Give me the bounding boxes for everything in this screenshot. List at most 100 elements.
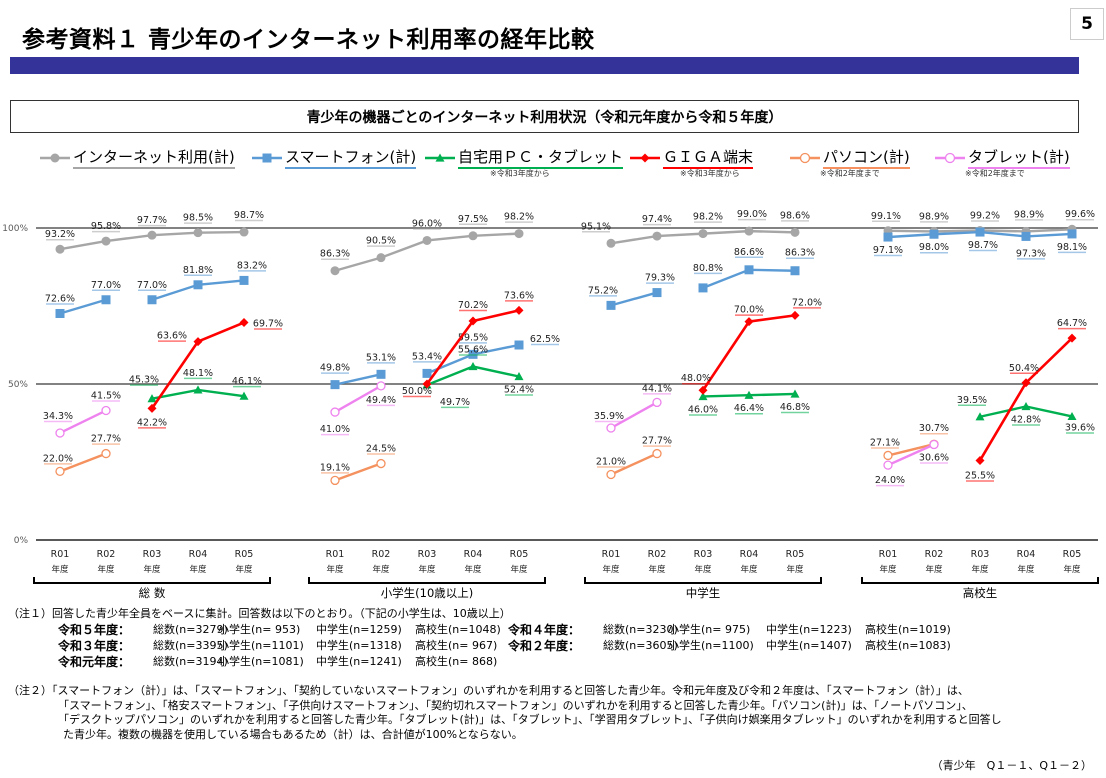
data-label: 86.6% <box>734 247 764 258</box>
open-circle-marker <box>652 397 662 408</box>
data-label: 93.2% <box>45 229 75 240</box>
circle-marker <box>55 244 65 254</box>
open-circle-marker <box>944 152 956 163</box>
data-label: 72.0% <box>792 297 822 308</box>
x-tick-label: R02 <box>97 549 116 560</box>
open-circle-marker <box>883 450 893 461</box>
x-tick-label: R04 <box>740 549 759 560</box>
data-label: 90.5% <box>366 236 396 247</box>
data-label: 98.9% <box>1014 209 1044 220</box>
series-line <box>59 452 107 473</box>
elementary-n: 小学生(n=1101) <box>218 639 304 652</box>
open-circle-marker <box>929 439 939 450</box>
x-tick-sublabel: 年度 <box>464 564 482 575</box>
legend-note: ※令和3年度から <box>490 169 550 178</box>
triangle-marker <box>698 391 708 401</box>
circle-marker <box>790 227 800 237</box>
data-label: 27.7% <box>642 436 672 447</box>
data-label: 98.2% <box>693 212 723 223</box>
data-label: 46.0% <box>688 404 718 415</box>
legend-label: インターネット利用(計) <box>73 146 235 169</box>
open-circle-marker <box>606 423 616 433</box>
y-tick-label: 0% <box>14 536 29 546</box>
x-tick-label: R01 <box>879 549 898 560</box>
legend-label: タブレット(計) <box>968 146 1070 169</box>
total-n: 総数(n=3395) <box>153 639 228 652</box>
data-label: 25.5% <box>965 470 995 481</box>
data-label: 39.6% <box>1065 422 1095 433</box>
elementary-n: 小学生(n=1100) <box>668 639 754 652</box>
data-label: 99.6% <box>1065 209 1095 220</box>
data-label: 64.7% <box>1057 318 1087 329</box>
high-n: 高校生(n= 967) <box>415 639 498 652</box>
middle-n: 中学生(n=1259) <box>316 623 402 636</box>
note-1: （注１）回答した青少年全員をベースに集計。回答数は以下のとおり。（下記の小学生は… <box>8 606 951 672</box>
triangle-marker <box>468 362 478 371</box>
legend-item: ＧＩＧＡ端末 <box>630 146 754 169</box>
diamond-marker <box>514 305 524 315</box>
data-label: 49.4% <box>366 395 396 406</box>
total-n: 総数(n=3605) <box>603 639 678 652</box>
data-label: 55.6% <box>458 345 488 356</box>
group-bracket <box>33 577 271 584</box>
x-tick-label: R02 <box>648 549 667 560</box>
data-label: 97.5% <box>458 214 488 225</box>
data-label: 27.7% <box>91 434 121 445</box>
data-label: 98.1% <box>1057 242 1087 253</box>
data-label: 98.6% <box>780 210 810 221</box>
title-divider-bar <box>10 57 1079 74</box>
diamond-marker <box>698 385 708 395</box>
middle-n: 中学生(n=1318) <box>316 639 402 652</box>
note-1-intro: （注１）回答した青少年全員をベースに集計。回答数は以下のとおり。（下記の小学生は… <box>8 607 511 620</box>
series-line <box>610 401 658 430</box>
data-label: 49.8% <box>320 363 350 374</box>
data-label: 24.0% <box>875 475 905 486</box>
x-tick-label: R05 <box>786 549 805 560</box>
triangle-marker <box>147 394 157 403</box>
data-label: 98.7% <box>968 240 998 251</box>
diamond-marker <box>1067 333 1077 343</box>
x-tick-label: R01 <box>51 549 70 560</box>
data-label: 46.8% <box>780 402 810 413</box>
square-marker <box>883 232 893 242</box>
legend-note: ※令和2年度まで <box>820 169 880 178</box>
data-label: 22.0% <box>43 453 73 464</box>
data-label: 99.0% <box>737 209 767 220</box>
circle-marker <box>606 238 616 248</box>
square-marker <box>929 229 939 239</box>
data-label: 96.0% <box>412 218 442 229</box>
circle-marker <box>330 266 340 276</box>
data-label: 30.7% <box>919 423 949 434</box>
legend-label: 自宅用ＰＣ・タブレット <box>458 146 624 169</box>
note-2-line: 「スマートフォン」、「格安スマートフォン」、「子供向けスマートフォン」、「契約切… <box>58 698 973 712</box>
square-marker <box>262 153 272 162</box>
legend-label: パソコン(計) <box>823 146 910 169</box>
open-circle-marker <box>376 458 386 469</box>
data-label: 77.0% <box>91 280 121 291</box>
x-tick-sublabel: 年度 <box>694 564 712 575</box>
circle-marker <box>147 230 157 240</box>
data-label: 42.8% <box>1011 414 1041 425</box>
diamond-marker <box>790 310 800 320</box>
data-label: 53.1% <box>366 352 396 363</box>
x-tick-label: R03 <box>971 549 990 560</box>
series-line <box>701 314 796 391</box>
note-2-line: （注２）「スマートフォン（計）」は、「スマートフォン」、「契約していないスマート… <box>8 684 969 697</box>
series-line <box>610 452 658 476</box>
total-n: 総数(n=3279) <box>153 623 228 636</box>
data-label: 77.0% <box>137 280 167 291</box>
x-tick-label: R05 <box>235 549 254 560</box>
data-label: 42.2% <box>137 417 167 428</box>
x-tick-sublabel: 年度 <box>510 564 528 575</box>
open-circle-marker <box>330 407 340 417</box>
x-tick-label: R05 <box>510 549 529 560</box>
circle-marker <box>422 235 432 245</box>
x-tick-sublabel: 年度 <box>1017 564 1035 575</box>
legend-item: パソコン(計) <box>790 146 910 169</box>
x-tick-sublabel: 年度 <box>786 564 804 575</box>
square-marker <box>744 265 754 275</box>
x-tick-sublabel: 年度 <box>189 564 207 575</box>
square-marker <box>514 340 524 350</box>
series-line <box>334 384 382 414</box>
series-line <box>59 409 107 435</box>
